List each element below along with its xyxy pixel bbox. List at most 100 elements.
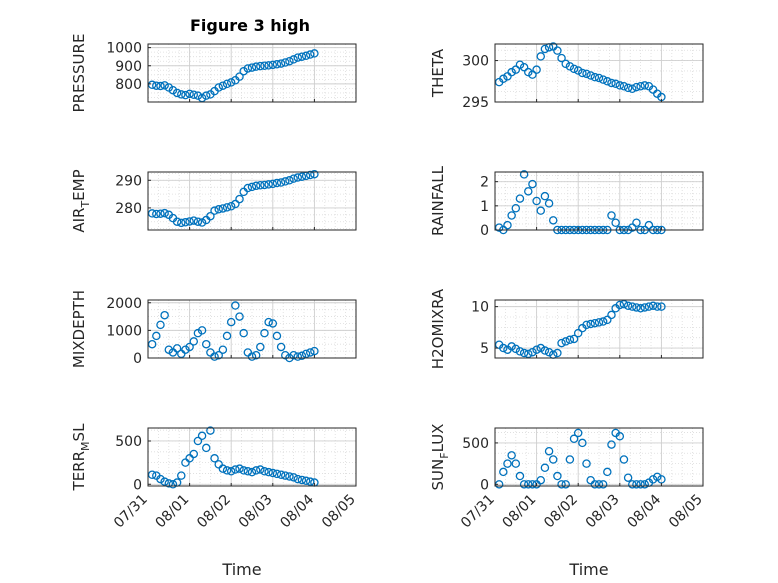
data-point xyxy=(640,480,650,489)
data-point xyxy=(289,350,298,360)
y-axis-label: MIXDEPTH xyxy=(70,290,88,368)
data-point xyxy=(561,337,570,346)
data-point xyxy=(511,203,521,213)
data-point xyxy=(524,480,533,489)
data-point xyxy=(607,440,616,449)
data-point xyxy=(264,61,273,70)
figure-title: Figure 3 high xyxy=(190,16,310,35)
data-point xyxy=(603,77,612,86)
data-point xyxy=(507,342,516,351)
data-point xyxy=(206,426,215,435)
y-tick-label: 10 xyxy=(471,300,489,316)
data-point xyxy=(619,299,629,309)
data-point xyxy=(210,352,219,361)
axes-box xyxy=(494,171,704,231)
data-point xyxy=(256,61,265,71)
data-point xyxy=(235,312,244,321)
data-point xyxy=(528,70,537,79)
data-point xyxy=(648,475,658,484)
data-point xyxy=(636,480,645,489)
data-point xyxy=(511,65,521,74)
data-point xyxy=(210,454,219,463)
data-point xyxy=(260,61,269,71)
y-tick-label: 280 xyxy=(115,201,142,217)
data-point xyxy=(615,81,625,90)
data-point xyxy=(507,451,516,460)
data-point xyxy=(657,475,666,484)
data-point xyxy=(623,83,633,93)
data-point xyxy=(181,90,190,100)
subplot-rainfall: 0 1 2 RAINFALL xyxy=(429,165,704,239)
data-point xyxy=(652,472,662,482)
data-point xyxy=(251,466,261,475)
data-point xyxy=(310,169,319,179)
data-point xyxy=(239,66,248,76)
data-point xyxy=(226,201,236,211)
data-point xyxy=(276,342,286,352)
y-tick-label: 0 xyxy=(480,223,489,239)
data-point xyxy=(185,217,194,226)
data-point xyxy=(206,211,215,221)
data-point xyxy=(218,81,228,90)
y-tick-label: 500 xyxy=(115,434,142,450)
data-point xyxy=(499,343,508,353)
data-point xyxy=(569,334,579,344)
data-point xyxy=(586,319,595,329)
data-point xyxy=(632,218,641,227)
data-point xyxy=(532,196,541,206)
data-point xyxy=(565,335,575,345)
data-point xyxy=(201,91,211,100)
data-point xyxy=(503,220,512,230)
data-series xyxy=(494,428,666,489)
data-point xyxy=(524,187,533,196)
data-point xyxy=(197,218,207,227)
data-point xyxy=(507,211,516,220)
data-point xyxy=(197,431,207,441)
data-point xyxy=(640,303,650,312)
data-point xyxy=(297,351,307,361)
y-tick-label: 290 xyxy=(115,173,142,189)
data-point xyxy=(218,464,228,473)
data-point xyxy=(582,459,591,468)
data-point xyxy=(540,463,550,473)
data-point xyxy=(532,65,541,74)
data-point xyxy=(293,53,303,62)
data-point xyxy=(310,49,319,58)
data-point xyxy=(536,52,546,61)
data-point xyxy=(264,180,273,189)
data-point xyxy=(214,83,223,92)
data-point xyxy=(644,220,654,230)
y-axis-label-part: EMP xyxy=(70,169,88,200)
data-point xyxy=(247,467,257,477)
data-point xyxy=(285,56,294,66)
data-point xyxy=(615,432,625,441)
data-point xyxy=(511,459,521,468)
data-point xyxy=(214,350,223,360)
data-point xyxy=(548,216,558,225)
data-point xyxy=(226,317,236,327)
data-point xyxy=(607,211,616,220)
data-point xyxy=(603,315,612,325)
data-point xyxy=(623,473,633,482)
data-point xyxy=(524,349,533,359)
data-point xyxy=(152,209,161,219)
data-point xyxy=(611,79,620,89)
y-axis-label-part: RAINFALL xyxy=(429,165,447,236)
data-point xyxy=(561,59,570,69)
data-point xyxy=(177,90,186,99)
data-point xyxy=(548,455,558,464)
data-point xyxy=(185,89,194,99)
data-point xyxy=(536,343,546,353)
data-point xyxy=(544,199,554,208)
data-point xyxy=(272,178,282,188)
data-point xyxy=(569,64,579,74)
data-point xyxy=(231,465,240,474)
data-point xyxy=(285,176,294,185)
data-point xyxy=(164,83,174,92)
data-point xyxy=(289,473,298,482)
y-tick-label: 300 xyxy=(462,54,489,70)
data-point xyxy=(260,328,269,338)
data-point xyxy=(268,468,278,478)
data-point xyxy=(619,82,629,91)
data-point xyxy=(305,348,315,357)
